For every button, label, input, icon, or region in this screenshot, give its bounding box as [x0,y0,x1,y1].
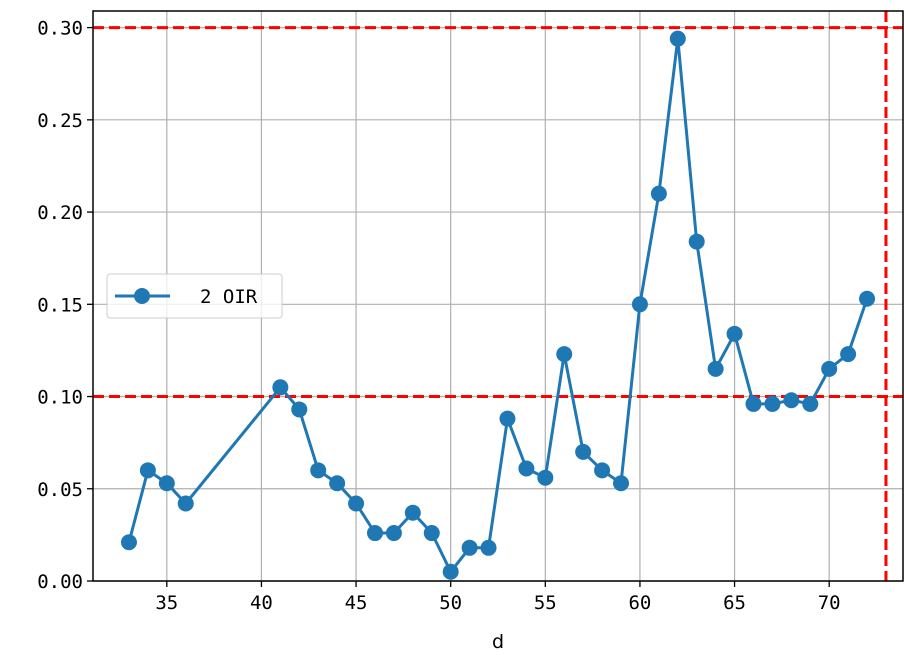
data-point [329,475,346,492]
data-point [859,290,876,307]
data-point [499,410,516,427]
data-point [840,346,857,363]
x-tick-label: 70 [818,592,841,614]
data-point [310,462,327,479]
data-point [139,462,156,479]
x-tick-label: 65 [723,592,746,614]
data-point [177,495,194,512]
data-point [669,30,686,47]
legend-marker-swatch [134,288,150,304]
legend: 2 OIR [106,273,283,319]
data-point [158,475,175,492]
series-layer [120,30,876,580]
reference-lines [93,11,903,581]
x-tick-label: 40 [250,592,273,614]
y-tick-label: 0.25 [37,110,83,132]
data-point [594,462,611,479]
y-tick-label: 0.05 [37,479,83,501]
data-point [707,360,724,377]
x-tick-label: 60 [628,592,651,614]
data-point [291,401,308,418]
data-point [385,525,402,542]
data-point [537,469,554,486]
data-point [404,504,421,521]
x-axis-label: d [492,631,504,653]
data-point [783,392,800,409]
data-point [764,395,781,412]
data-point [556,346,573,363]
data-point [745,395,762,412]
data-point [423,525,440,542]
data-point [631,296,648,313]
data-point [821,360,838,377]
x-tick-label: 55 [534,592,557,614]
legend-box [106,273,283,319]
y-axis-ticks: 0.00 0.05 0.10 0.15 0.20 0.25 0.30 [37,18,93,593]
legend-entry-label: 2 OIR [200,286,258,308]
y-tick-label: 0.20 [37,202,83,224]
data-point [442,563,459,580]
y-tick-label: 0.00 [37,571,83,593]
data-point [802,395,819,412]
x-tick-label: 50 [439,592,462,614]
x-tick-label: 35 [155,592,178,614]
data-point [461,539,478,556]
plot-frame [92,10,904,582]
x-tick-label: 45 [345,592,368,614]
x-axis-ticks: 35 40 45 50 55 60 65 70 [155,581,841,614]
data-point [366,525,383,542]
data-point [480,539,497,556]
data-point [688,233,705,250]
data-point [518,460,535,477]
data-point [272,379,289,396]
data-point [726,325,743,342]
data-point [348,495,365,512]
y-tick-label: 0.15 [37,294,83,316]
y-tick-label: 0.10 [37,387,83,409]
data-point [120,534,137,551]
data-point [575,443,592,460]
data-point [613,475,630,492]
y-tick-label: 0.30 [37,18,83,40]
data-point [650,185,667,202]
